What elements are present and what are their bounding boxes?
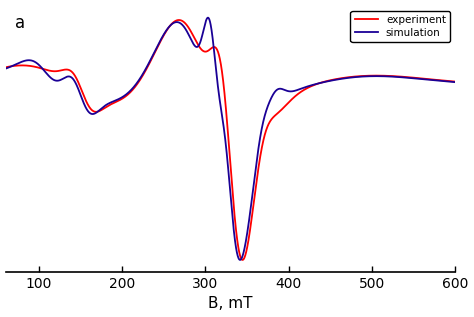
experiment: [240, 258, 246, 262]
Line: simulation: simulation: [6, 18, 455, 260]
experiment: [176, 18, 182, 22]
experiment: [54, 69, 60, 73]
experiment: [81, 93, 86, 97]
Line: experiment: experiment: [6, 20, 455, 260]
experiment: [195, 42, 201, 46]
simulation: [452, 80, 458, 84]
simulation: [54, 79, 60, 83]
simulation: [444, 80, 449, 83]
simulation: [395, 75, 401, 79]
experiment: [444, 79, 449, 83]
simulation: [237, 258, 243, 262]
simulation: [81, 101, 86, 105]
X-axis label: B, mT: B, mT: [208, 296, 253, 311]
experiment: [175, 18, 181, 22]
Text: a: a: [15, 14, 25, 32]
experiment: [395, 74, 401, 78]
simulation: [195, 45, 201, 49]
simulation: [175, 20, 181, 24]
simulation: [205, 16, 211, 20]
experiment: [3, 65, 9, 69]
experiment: [452, 80, 458, 83]
Legend: experiment, simulation: experiment, simulation: [350, 11, 450, 42]
simulation: [3, 67, 9, 71]
